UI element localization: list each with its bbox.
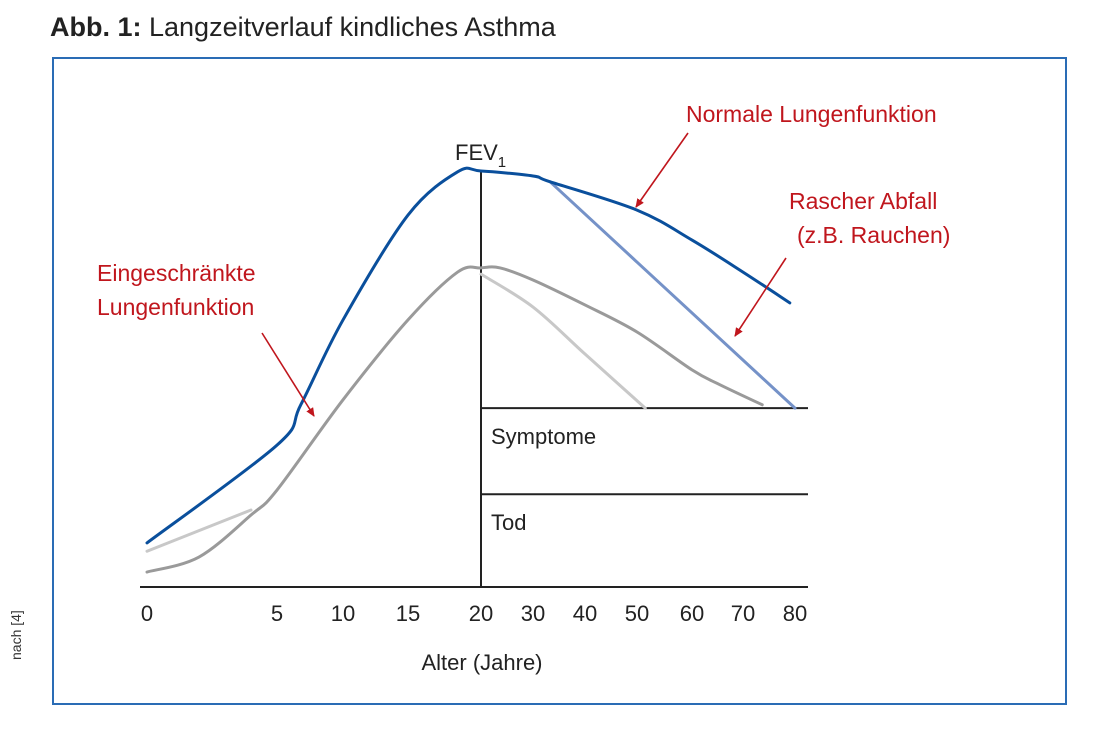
x-tick-label: 40 <box>573 601 597 626</box>
x-ticks: 0 5 10 15 20 30 40 50 60 70 80 <box>141 601 807 626</box>
series-line-3 <box>145 508 253 553</box>
series-group <box>145 166 797 574</box>
x-tick-label: 0 <box>141 601 153 626</box>
x-tick-label: 60 <box>680 601 704 626</box>
annotation-arrow-1 <box>734 257 787 337</box>
series-line-2 <box>145 265 764 574</box>
annotation-arrow-2 <box>261 332 315 417</box>
y-axis-label: FEV1 <box>455 140 506 171</box>
x-tick-label: 80 <box>783 601 807 626</box>
annotation-arrow-0 <box>635 132 689 208</box>
annotation-impaired-line2: Lungenfunktion <box>97 294 254 320</box>
x-tick-label: 5 <box>271 601 283 626</box>
x-tick-label: 70 <box>731 601 755 626</box>
annotation-impaired-line1: Eingeschränkte <box>97 260 256 286</box>
annotation-normal: Normale Lungenfunktion <box>686 101 937 127</box>
series-line-1 <box>548 180 797 410</box>
annotation-rapid-line2: (z.B. Rauchen) <box>797 222 950 248</box>
y-axis-label-main: FEV <box>455 140 498 165</box>
annotation-arrows <box>261 132 787 417</box>
annotation-rapid-line1: Rascher Abfall <box>789 188 937 214</box>
chart-frame <box>52 57 1067 705</box>
series-line-4 <box>479 272 647 410</box>
x-tick-label: 30 <box>521 601 545 626</box>
figure-title: Abb. 1: Langzeitverlauf kindliches Asthm… <box>50 12 556 43</box>
figure-title-text: Langzeitverlauf kindliches Asthma <box>141 12 556 42</box>
threshold-label-symptome: Symptome <box>491 424 596 449</box>
figure-number: Abb. 1: <box>50 12 142 42</box>
x-tick-label: 50 <box>625 601 649 626</box>
series-line-0 <box>145 166 792 545</box>
x-tick-label: 20 <box>469 601 493 626</box>
y-axis-label-sub: 1 <box>498 154 506 171</box>
x-tick-label: 10 <box>331 601 355 626</box>
x-tick-label: 15 <box>396 601 420 626</box>
threshold-label-tod: Tod <box>491 510 526 535</box>
x-axis-label: Alter (Jahre) <box>421 650 542 675</box>
